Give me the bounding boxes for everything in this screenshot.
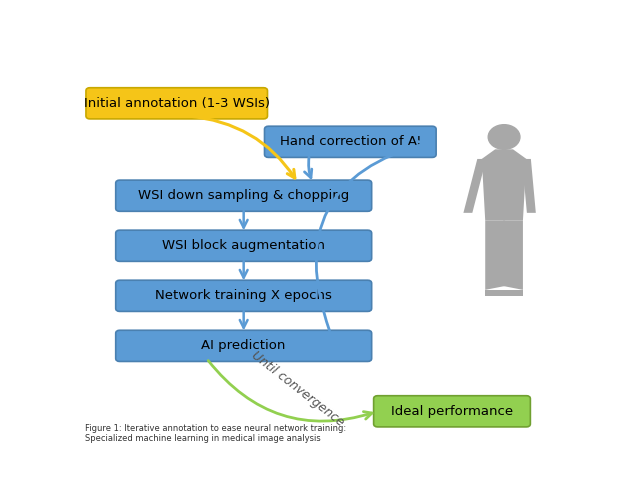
Text: Until convergence: Until convergence xyxy=(250,349,347,430)
FancyBboxPatch shape xyxy=(264,126,436,158)
FancyBboxPatch shape xyxy=(116,230,372,262)
Text: WSI block augmentation: WSI block augmentation xyxy=(162,240,325,252)
Polygon shape xyxy=(482,150,527,220)
Text: Network training X epochs: Network training X epochs xyxy=(156,290,332,302)
FancyBboxPatch shape xyxy=(116,280,372,312)
Polygon shape xyxy=(522,159,536,213)
Polygon shape xyxy=(485,290,508,296)
FancyBboxPatch shape xyxy=(116,180,372,212)
Text: Hand correction of AI: Hand correction of AI xyxy=(280,136,420,148)
Text: WSI down sampling & chopping: WSI down sampling & chopping xyxy=(138,189,349,202)
Circle shape xyxy=(488,124,520,150)
Polygon shape xyxy=(463,159,486,213)
Polygon shape xyxy=(503,220,523,290)
Polygon shape xyxy=(485,220,505,290)
Polygon shape xyxy=(500,290,523,296)
Text: AI prediction: AI prediction xyxy=(202,340,286,352)
Text: Figure 1: Iterative annotation to ease neural network training:
Specialized mach: Figure 1: Iterative annotation to ease n… xyxy=(85,424,346,443)
Text: Ideal performance: Ideal performance xyxy=(391,405,513,418)
FancyBboxPatch shape xyxy=(374,396,531,427)
FancyBboxPatch shape xyxy=(86,88,268,119)
FancyBboxPatch shape xyxy=(116,330,372,362)
Text: Initial annotation (1-3 WSIs): Initial annotation (1-3 WSIs) xyxy=(84,97,269,110)
